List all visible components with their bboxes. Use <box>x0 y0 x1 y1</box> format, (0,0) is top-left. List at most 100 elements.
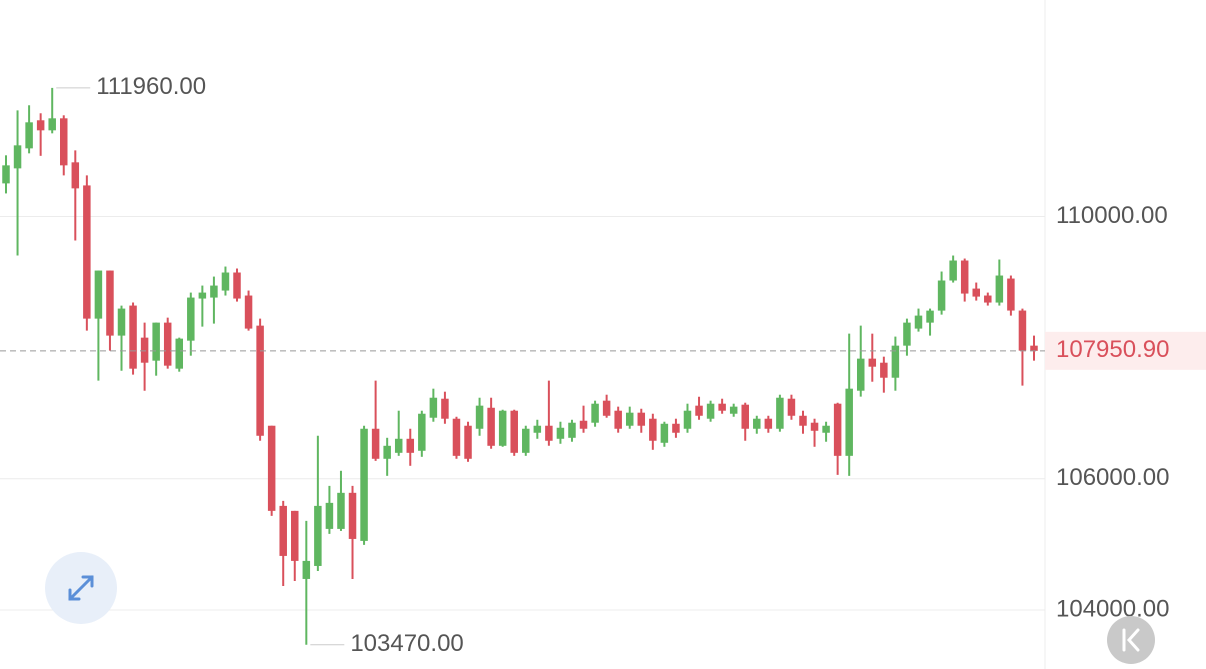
candle-body <box>579 420 588 429</box>
candle-body <box>995 275 1004 303</box>
candle-body <box>660 423 669 443</box>
candle-body <box>856 358 865 391</box>
candle-body <box>984 295 992 303</box>
candle-body <box>106 270 114 336</box>
candle-body <box>163 322 172 366</box>
last-price-box <box>1045 331 1206 370</box>
candle-body <box>729 406 738 414</box>
candle-body <box>845 388 853 456</box>
low-label: 103470.00 <box>350 630 463 657</box>
candle-body <box>406 438 415 453</box>
candle-body <box>753 418 761 429</box>
candle-body <box>71 162 80 189</box>
candle-body <box>94 270 103 319</box>
last-price-label: 107950.90 <box>1056 336 1169 363</box>
candle-body <box>522 428 530 453</box>
candle-body <box>949 260 957 281</box>
high-label: 111960.00 <box>96 73 206 100</box>
candle-body <box>614 410 622 429</box>
y-tick-label: 110000.00 <box>1056 202 1168 229</box>
candle-body <box>672 423 680 433</box>
candle-body <box>718 403 726 411</box>
candle-body <box>776 397 784 429</box>
candle-body <box>602 400 611 416</box>
candle-body <box>764 418 773 429</box>
candle-body <box>418 413 426 451</box>
candle-body <box>429 397 438 418</box>
y-tick-label: 106000.00 <box>1056 464 1169 491</box>
candle-body <box>649 418 657 441</box>
candle-body <box>83 185 91 319</box>
candle-body <box>187 297 195 341</box>
candle-body <box>464 425 472 459</box>
candle-body <box>799 415 807 426</box>
candle-body <box>926 310 934 323</box>
candle-body <box>833 403 842 456</box>
candle-body <box>394 438 403 453</box>
candle-body <box>683 410 692 429</box>
candle-body <box>314 505 322 566</box>
candle-body <box>452 418 461 456</box>
candle-body <box>695 405 703 416</box>
candle-body <box>302 560 311 579</box>
candle-body <box>591 403 599 423</box>
candle-body <box>937 280 946 311</box>
candle-body <box>891 345 900 378</box>
candle-body <box>291 510 299 561</box>
candle-body <box>13 145 22 169</box>
candle-body <box>48 118 56 131</box>
y-tick-label: 104000.00 <box>1056 595 1169 622</box>
candle-body <box>198 292 207 299</box>
candle-body <box>129 305 137 369</box>
candle-body <box>556 427 565 439</box>
candle-body <box>337 492 345 529</box>
candle-body <box>360 428 368 541</box>
candle-body <box>2 165 10 184</box>
candle-body <box>475 405 484 429</box>
candle-body <box>972 288 980 297</box>
candle-body <box>1030 345 1038 351</box>
candle-body <box>25 122 33 149</box>
candle-body <box>637 412 646 426</box>
candle-body <box>371 428 380 459</box>
candle-body <box>487 407 495 446</box>
expand-button[interactable] <box>45 552 117 624</box>
candle-body <box>545 425 553 441</box>
candle-body <box>441 398 449 419</box>
candle-body <box>822 425 830 433</box>
candle-body <box>533 425 542 433</box>
candle-body <box>510 410 518 453</box>
candle-body <box>741 404 749 429</box>
candle-body <box>625 412 634 426</box>
candle-body <box>244 295 253 329</box>
candle-body <box>787 398 796 416</box>
candle-body <box>914 315 923 329</box>
candle-body <box>60 118 68 166</box>
kline-button[interactable] <box>1107 616 1155 664</box>
candle-body <box>880 362 888 378</box>
candle-body <box>117 308 126 336</box>
candle-body <box>233 272 241 299</box>
candle-body <box>152 322 160 361</box>
candle-body <box>325 502 334 529</box>
candle-body <box>267 425 276 511</box>
candle-body <box>140 337 149 363</box>
candle-body <box>221 272 230 291</box>
candle-body <box>568 422 576 438</box>
candle-body <box>210 285 218 298</box>
candle-body <box>868 358 877 367</box>
candle-body <box>810 422 819 431</box>
candle-body <box>903 322 911 346</box>
candle-body <box>1018 310 1027 351</box>
candle-body <box>279 505 287 556</box>
candle-body <box>348 492 357 539</box>
candle-body <box>1007 278 1015 311</box>
candle-body <box>498 410 507 446</box>
candle-body <box>383 445 391 459</box>
candle-body <box>256 325 264 436</box>
candle-body <box>960 260 969 294</box>
candle-body <box>36 120 45 131</box>
candle-body <box>706 403 715 419</box>
candle-body <box>175 338 184 369</box>
